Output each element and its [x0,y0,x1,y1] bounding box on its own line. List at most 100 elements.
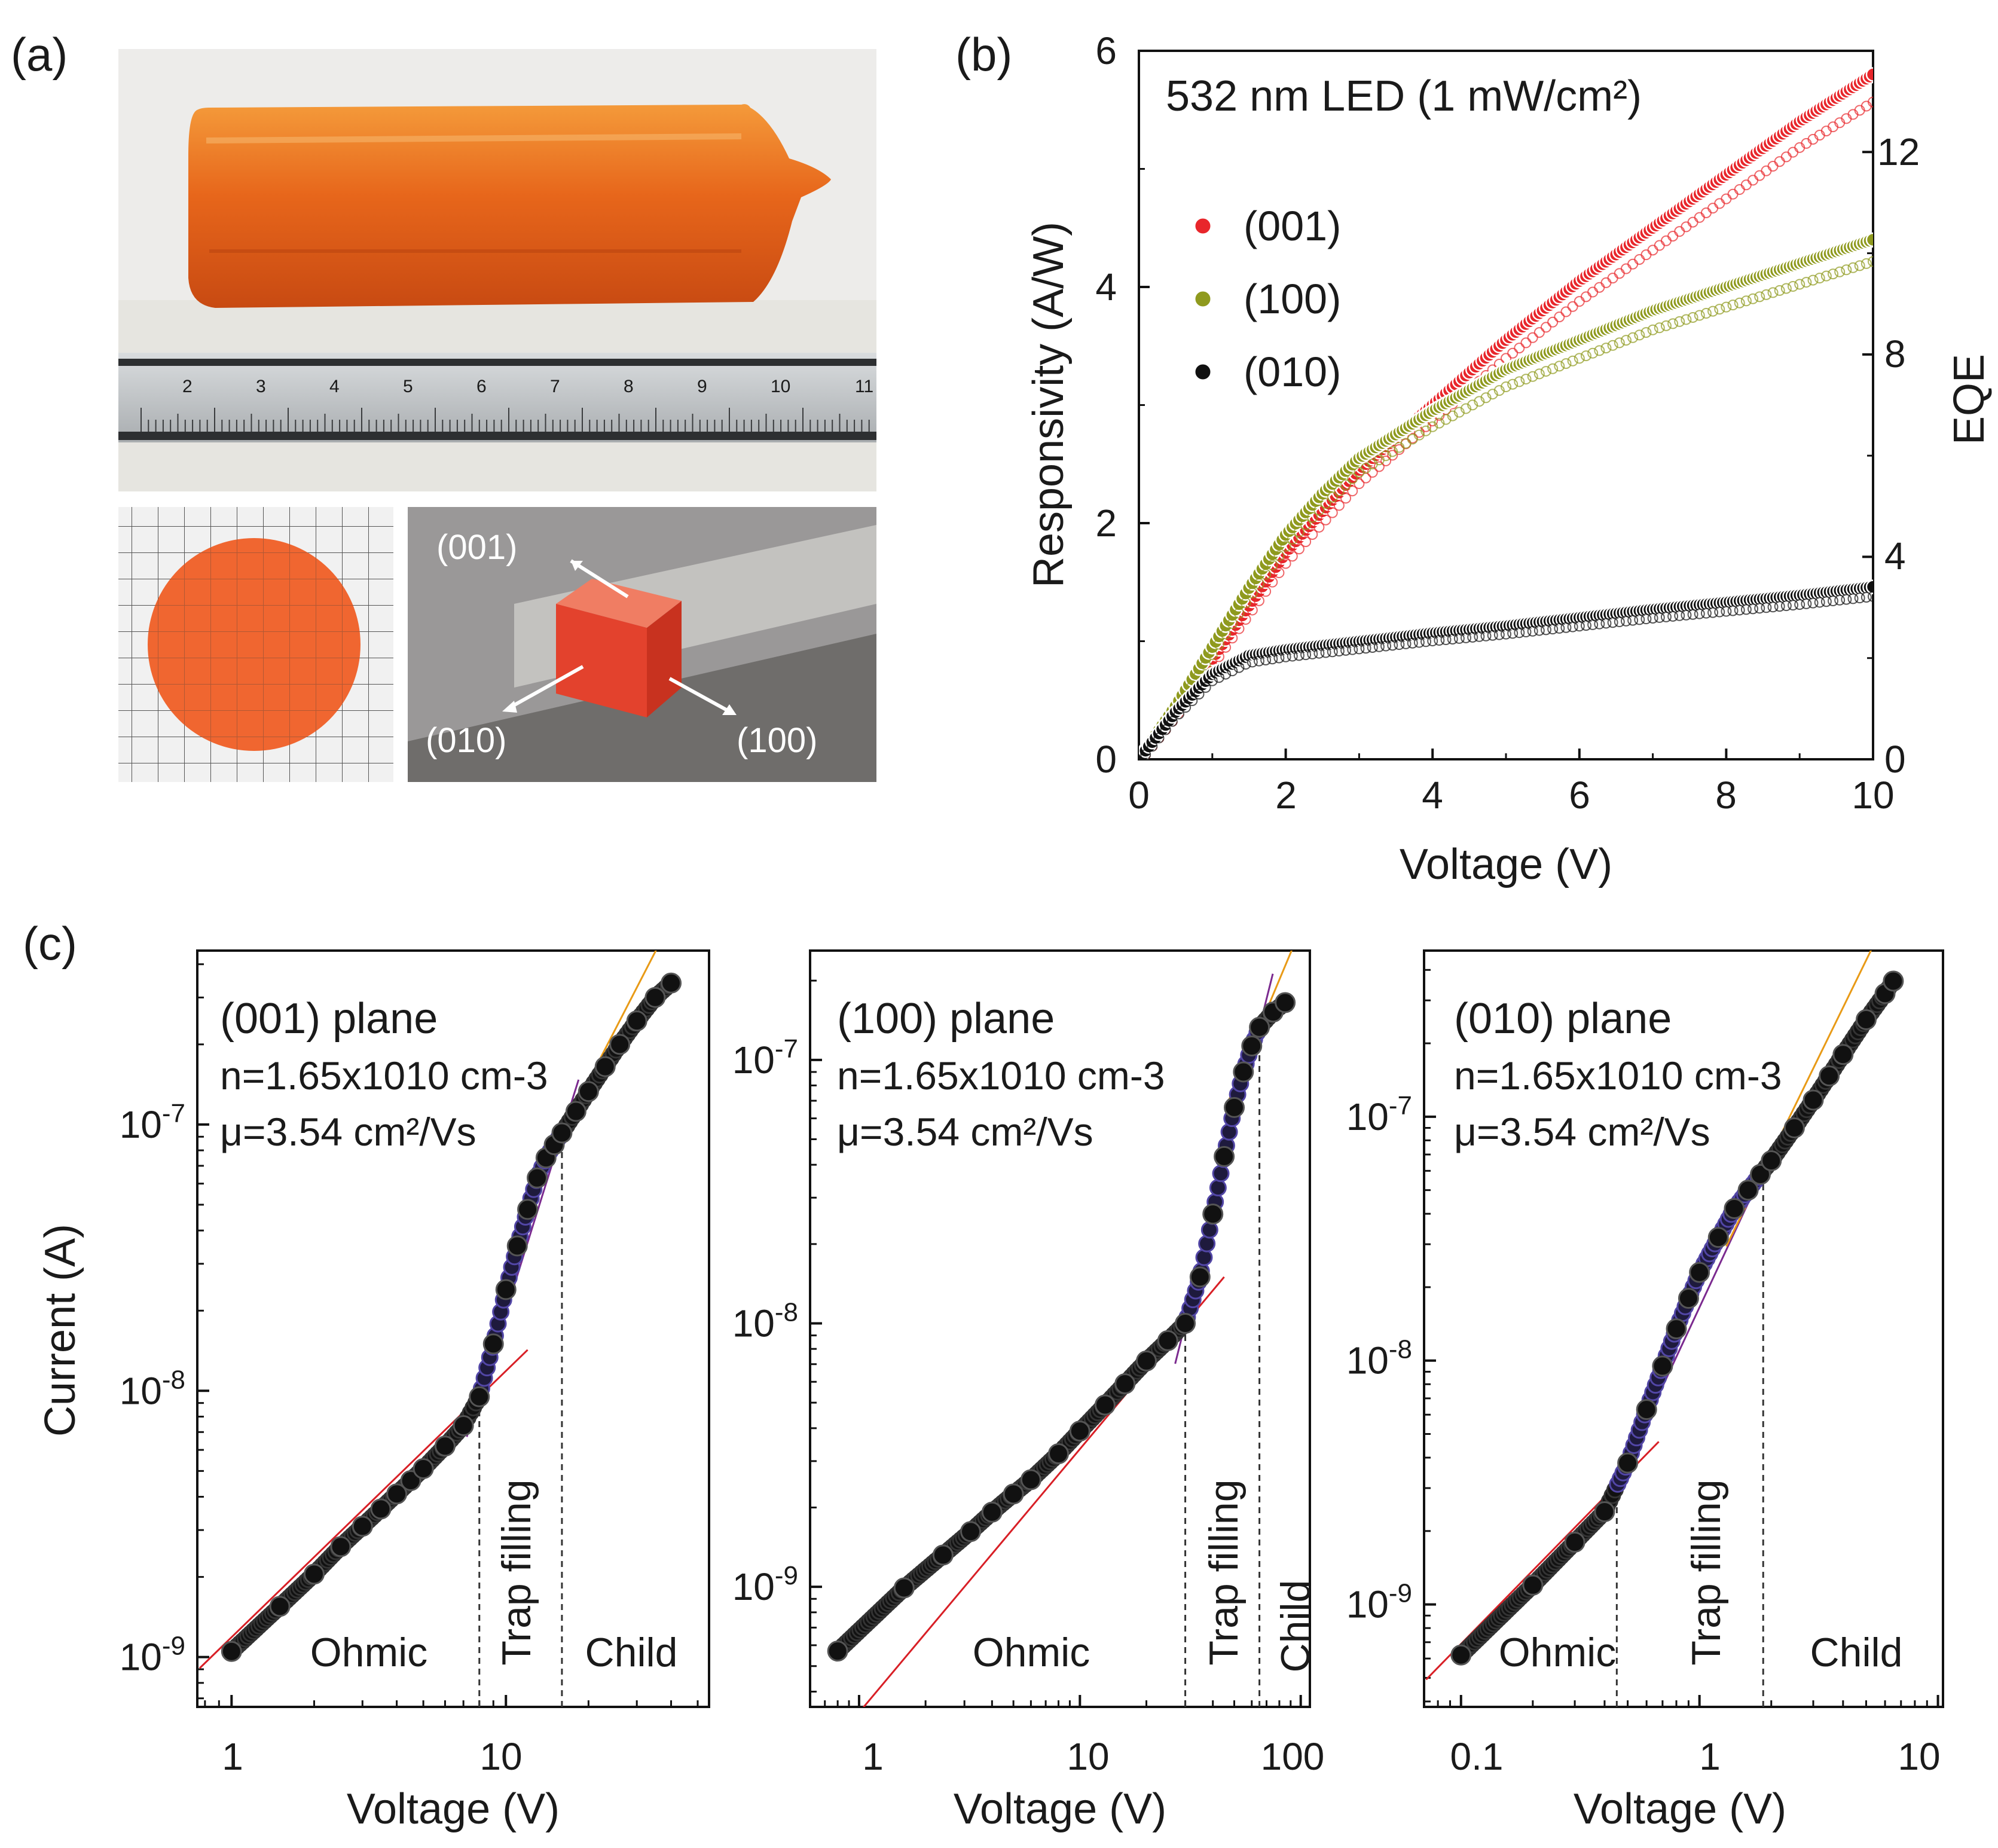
annotation-density: n=1.65x1010 cm-3 [1454,1053,1782,1098]
eqe-point [1173,708,1184,720]
eqe-point [1267,576,1278,588]
annotation-mobility: μ=3.54 cm²/Vs [837,1110,1093,1154]
ruler-label: 9 [697,377,707,396]
eqe-point [1721,193,1732,204]
eqe-point [1554,311,1565,323]
ruler-labels: 2 3 4 5 6 7 8 9 10 11 [182,377,873,396]
eqe-point [1594,618,1605,630]
region-ohmic: Ohmic [973,1630,1090,1675]
annotation-plane: (001) plane [220,995,438,1043]
eqe-point [1307,648,1318,659]
photo-boule: 2 3 4 5 6 7 8 9 10 11 [118,49,876,491]
annotation-density: n=1.65x1010 cm-3 [220,1053,548,1098]
eqe-point [1434,635,1445,646]
data-point [506,1235,528,1257]
eqe-point [1480,630,1492,642]
chart-c2-yticks: 10-9 10-8 10-7 [732,1034,798,1608]
tick-label: 10-9 [1346,1579,1412,1626]
series-010 [1139,579,1873,759]
chart-b-ylabel: Responsivity (A/W) [1025,222,1073,588]
eqe-point [1660,235,1672,246]
panel-c-label: (c) [23,917,77,970]
eqe-point [1654,240,1665,251]
eqe-point [1707,203,1719,214]
eqe-point [1681,609,1692,621]
eqe-point [1681,221,1692,233]
data-point [352,1516,373,1537]
eqe-point [1734,297,1745,308]
data-point [1020,1469,1041,1490]
eqe-point [1501,381,1511,393]
eqe-point [1220,628,1232,640]
data-point [413,1458,434,1480]
data-point [626,1010,647,1032]
eqe-point [1854,592,1865,604]
eqe-point [1507,628,1519,639]
eqe-point [1533,327,1545,338]
eqe-point [1333,646,1345,657]
eqe-point [1567,355,1578,366]
eqe-point [1714,198,1725,209]
eqe-point [1320,514,1331,526]
annotation-mobility: μ=3.54 cm²/Vs [220,1110,476,1154]
eqe-point [1574,621,1585,632]
eqe-point [1687,216,1698,228]
eqe-point [1587,347,1599,359]
photo-label-010: (010) [426,721,506,760]
region-child: Child [1810,1630,1903,1675]
eqe-point [1640,249,1652,261]
eqe-point [1620,263,1632,274]
eqe-point [1540,322,1551,333]
eqe-point [1180,702,1192,713]
eqe-point [1260,586,1272,597]
eqe-point [1293,650,1304,661]
data-point [1819,1065,1840,1087]
tick-label: 1 [862,1735,884,1778]
chart-c3-xlabel: Voltage (V) [1574,1785,1786,1833]
region-ohmic: Ohmic [310,1630,427,1675]
eqe-point [1767,161,1779,172]
chart-b-series [1139,67,1873,759]
eqe-point [1860,591,1872,603]
data-point [221,1641,242,1662]
ruler-label: 11 [855,377,873,396]
eqe-point [1607,273,1618,284]
eqe-point [1580,291,1591,303]
eqe-point [1640,327,1652,338]
data-point [1450,1644,1472,1666]
eqe-point [1247,656,1258,668]
eqe-point [1333,500,1345,511]
eqe-point [1260,654,1272,665]
eqe-point [1240,614,1251,625]
eqe-point [1620,615,1632,627]
eqe-point [1367,642,1378,653]
eqe-point [1761,165,1772,176]
eqe-point [1293,543,1304,555]
eqe-point [1273,567,1285,579]
eqe-point [1727,605,1739,616]
chart-b-yticks: 0 2 4 6 [1095,29,1117,781]
eqe-point [1193,688,1205,700]
data-point [370,1498,392,1520]
eqe-point [1160,724,1171,735]
eqe-point [1767,287,1779,298]
data-point [1189,1266,1211,1288]
eqe-point [1474,631,1485,642]
ruler-label: 3 [256,377,266,396]
data-point [1198,1235,1216,1253]
data-point [551,1122,573,1144]
eqe-point [1253,578,1264,589]
chart-c2-tickmarks [809,979,1302,1707]
eqe-point [1620,335,1632,346]
legend-label-001: (001) [1244,203,1341,249]
chart-c3-tickmarks [1423,969,1939,1707]
data-point [330,1536,352,1557]
eqe-point [1654,612,1665,623]
data-point [1636,1399,1657,1421]
panel-a: (a) 2 3 4 5 6 7 8 9 10 11 [11,28,876,782]
eqe-point [1166,716,1178,727]
data-point [386,1483,408,1505]
ruler-label: 4 [329,377,340,396]
eqe-point [1647,245,1658,256]
series-100 [1139,232,1873,759]
